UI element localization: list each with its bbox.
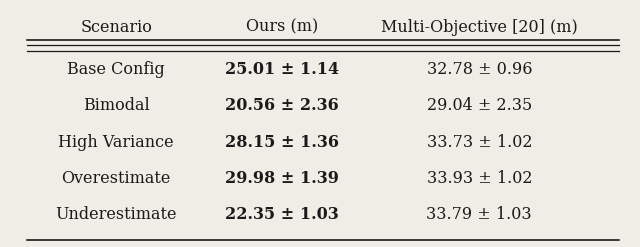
Text: 20.56 ± 2.36: 20.56 ± 2.36 [225, 97, 339, 114]
Text: 29.98 ± 1.39: 29.98 ± 1.39 [225, 170, 339, 187]
Text: 33.93 ± 1.02: 33.93 ± 1.02 [426, 170, 532, 187]
Text: 28.15 ± 1.36: 28.15 ± 1.36 [225, 134, 339, 151]
Text: Multi-Objective [20] (m): Multi-Objective [20] (m) [381, 19, 578, 36]
Text: Ours (m): Ours (m) [246, 19, 318, 36]
Text: Underestimate: Underestimate [55, 206, 177, 223]
Text: High Variance: High Variance [58, 134, 174, 151]
Text: Scenario: Scenario [80, 19, 152, 36]
Text: 22.35 ± 1.03: 22.35 ± 1.03 [225, 206, 339, 223]
Text: 33.79 ± 1.03: 33.79 ± 1.03 [426, 206, 532, 223]
Text: Overestimate: Overestimate [61, 170, 171, 187]
Text: 29.04 ± 2.35: 29.04 ± 2.35 [427, 97, 532, 114]
Text: 33.73 ± 1.02: 33.73 ± 1.02 [426, 134, 532, 151]
Text: Bimodal: Bimodal [83, 97, 150, 114]
Text: 25.01 ± 1.14: 25.01 ± 1.14 [225, 61, 339, 78]
Text: Base Config: Base Config [67, 61, 165, 78]
Text: 32.78 ± 0.96: 32.78 ± 0.96 [426, 61, 532, 78]
